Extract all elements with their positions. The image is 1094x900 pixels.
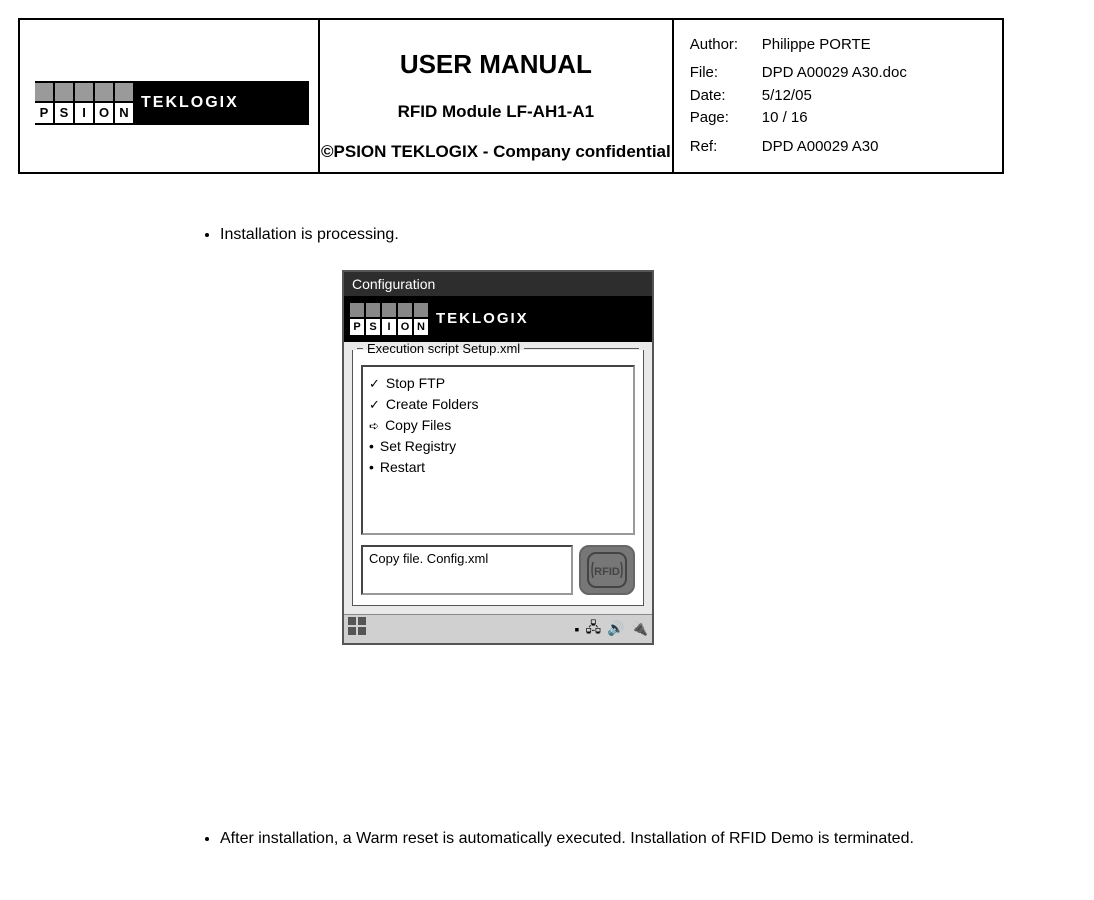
meta-author-label: Author: [690, 34, 762, 57]
header-meta-cell: Author:Philippe PORTE File:DPD A00029 A3… [673, 19, 1003, 173]
meta-author-value: Philippe PORTE [762, 34, 871, 57]
svg-text:RFID: RFID [594, 566, 620, 578]
window-logo-brand: TEKLOGIX [436, 310, 529, 327]
tray-card-icon[interactable]: ▪ [575, 621, 580, 637]
meta-file-value: DPD A00029 A30.doc [762, 62, 907, 85]
window-titlebar[interactable]: Configuration [344, 272, 652, 296]
step-label: Copy Files [385, 415, 451, 436]
bullet-list-2: After installation, a Warm reset is auto… [190, 828, 1054, 850]
psion-teklogix-logo: P S I O N TEKLOGIX [21, 57, 317, 135]
configuration-window: Configuration PSION TEKLOGIX Execution s… [342, 270, 654, 645]
doc-confidential: ©PSION TEKLOGIX - Company confidential [321, 142, 671, 162]
meta-ref-value: DPD A00029 A30 [762, 136, 879, 159]
header-center-cell: USER MANUAL RFID Module LF-AH1-A1 ©PSION… [319, 19, 673, 173]
list-item[interactable]: Set Registry [367, 436, 629, 457]
step-label: Stop FTP [386, 373, 445, 394]
bullet-list-1: Installation is processing. [190, 224, 1054, 246]
meta-date-value: 5/12/05 [762, 85, 812, 108]
bullet-list-2-wrap: After installation, a Warm reset is auto… [190, 828, 1054, 850]
groupbox-label: Execution script Setup.xml [367, 341, 520, 356]
bullet-after-installation: After installation, a Warm reset is auto… [220, 828, 1054, 850]
start-icon[interactable] [348, 617, 366, 640]
bullet-installation-processing: Installation is processing. [220, 224, 1054, 246]
meta-ref-label: Ref: [690, 136, 762, 159]
document-page: P S I O N TEKLOGIX USER MANUAL RFID Modu… [0, 0, 1094, 900]
step-label: Restart [380, 457, 425, 478]
taskbar[interactable]: ▪ 🖧 🔊 🔌 [344, 614, 652, 643]
window-logo-banner: PSION TEKLOGIX [344, 296, 652, 342]
body-area: Installation is processing. Configuratio… [190, 224, 1054, 645]
meta-page-value: 10 / 16 [762, 107, 808, 130]
meta-page-label: Page: [690, 107, 762, 130]
logo-brand-text: TEKLOGIX [133, 94, 239, 112]
script-steps-list[interactable]: Stop FTP Create Folders Copy Files Set R… [361, 365, 635, 535]
step-label: Set Registry [380, 436, 456, 457]
list-item[interactable]: Copy Files [367, 415, 629, 436]
doc-subtitle: RFID Module LF-AH1-A1 [321, 102, 671, 122]
tray-plug-icon[interactable]: 🔌 [631, 620, 648, 637]
meta-date-label: Date: [690, 85, 762, 108]
list-item[interactable]: Restart [367, 457, 629, 478]
step-label: Create Folders [386, 394, 479, 415]
tray-network-icon[interactable]: 🖧 [586, 617, 602, 641]
bullet-icon [369, 436, 374, 457]
header-table: P S I O N TEKLOGIX USER MANUAL RFID Modu… [18, 18, 1004, 174]
tray-volume-icon[interactable]: 🔊 [607, 620, 624, 637]
list-item[interactable]: Stop FTP [367, 373, 629, 394]
arrow-icon [369, 415, 379, 436]
rfid-icon: RFID [579, 545, 635, 595]
meta-file-label: File: [690, 62, 762, 85]
status-text: Copy file. Config.xml [361, 545, 573, 595]
status-row: Copy file. Config.xml RFID [361, 545, 635, 595]
bullet-icon [369, 457, 374, 478]
check-icon [369, 373, 380, 394]
header-logo-cell: P S I O N TEKLOGIX [19, 19, 319, 173]
check-icon [369, 394, 380, 415]
list-item[interactable]: Create Folders [367, 394, 629, 415]
execution-script-groupbox: Execution script Setup.xml Stop FTP Crea… [352, 350, 644, 606]
doc-title: USER MANUAL [321, 49, 671, 80]
